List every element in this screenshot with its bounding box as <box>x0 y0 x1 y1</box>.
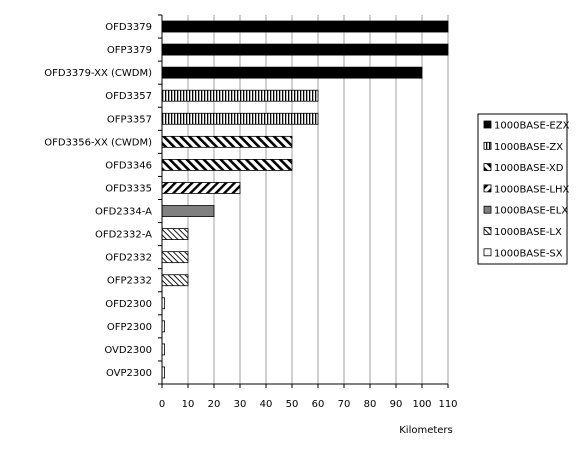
bar <box>161 251 189 264</box>
x-tick-label: 30 <box>234 399 247 410</box>
category-label: OFD3379-XX (CWDM) <box>44 68 152 79</box>
bar <box>161 135 293 148</box>
bars <box>161 20 449 379</box>
category-label: OFD2334-A <box>95 207 152 218</box>
legend-box <box>477 113 568 265</box>
axes <box>158 14 449 388</box>
category-label: OVD2300 <box>104 345 152 356</box>
category-label: OFP3379 <box>107 45 152 56</box>
x-axis-title: Kilometers <box>399 425 453 436</box>
x-tick-label: 50 <box>286 399 299 410</box>
category-label: OFD2300 <box>105 299 152 310</box>
category-label: OFD3379 <box>105 22 152 33</box>
bar <box>161 205 215 217</box>
x-tick-label: 20 <box>208 399 221 410</box>
legend-label: 1000BASE-EZX <box>494 121 570 132</box>
category-label: OFD3346 <box>105 160 152 171</box>
bar <box>161 159 293 171</box>
legend-label: 1000BASE-LX <box>494 227 562 238</box>
category-label: OFP2332 <box>107 276 152 287</box>
legend-label: 1000BASE-SX <box>494 248 563 259</box>
bar <box>161 89 319 102</box>
category-label: OFD3357 <box>105 91 152 102</box>
x-tick-label: 100 <box>412 399 431 410</box>
x-tick-label: 70 <box>338 399 351 410</box>
bar <box>161 112 319 125</box>
x-tick-label: 10 <box>182 399 195 410</box>
x-tick-label: 0 <box>159 399 165 410</box>
bar <box>161 43 449 56</box>
legend-swatch <box>483 141 492 150</box>
category-labels: OFD3379 OFP3379 OFD3379-XX (CWDM) OFD3357 OF… <box>44 22 152 379</box>
x-tick-label: 80 <box>364 399 377 410</box>
legend-swatch <box>483 205 492 214</box>
legend: 1000BASE-EZX 1000BASE-ZX 1000BASE-XD 1000BA… <box>477 113 570 265</box>
legend-swatch <box>483 248 492 257</box>
bar <box>161 66 423 79</box>
legend-swatch <box>483 184 492 193</box>
legend-label: 1000BASE-ZX <box>494 142 563 153</box>
category-label: OFD3335 <box>105 183 152 194</box>
x-tick-label: 110 <box>438 399 457 410</box>
legend-label: 1000BASE-LHX <box>494 184 570 195</box>
x-tick-label: 60 <box>312 399 325 410</box>
bar <box>161 182 241 194</box>
legend-swatch <box>483 120 492 129</box>
category-label: OFP3357 <box>107 114 152 125</box>
category-label: OFP2300 <box>107 322 152 333</box>
bar <box>161 274 189 287</box>
category-label: OFD2332-A <box>95 230 152 241</box>
category-label: OVP2300 <box>106 368 152 379</box>
category-label: OFD2332 <box>105 253 152 264</box>
x-tick-label: 90 <box>390 399 403 410</box>
legend-label: 1000BASE-ELX <box>494 206 568 217</box>
bar <box>161 20 449 33</box>
legend-swatch <box>483 227 492 235</box>
bar <box>161 228 189 240</box>
legend-label: 1000BASE-XD <box>494 163 564 174</box>
legend-swatch <box>483 163 492 172</box>
x-tick-labels: 0 10 20 30 40 50 60 70 80 90 100 110 <box>159 399 458 410</box>
x-tick-label: 40 <box>260 399 273 410</box>
category-label: OFD3356-XX (CWDM) <box>44 137 152 148</box>
